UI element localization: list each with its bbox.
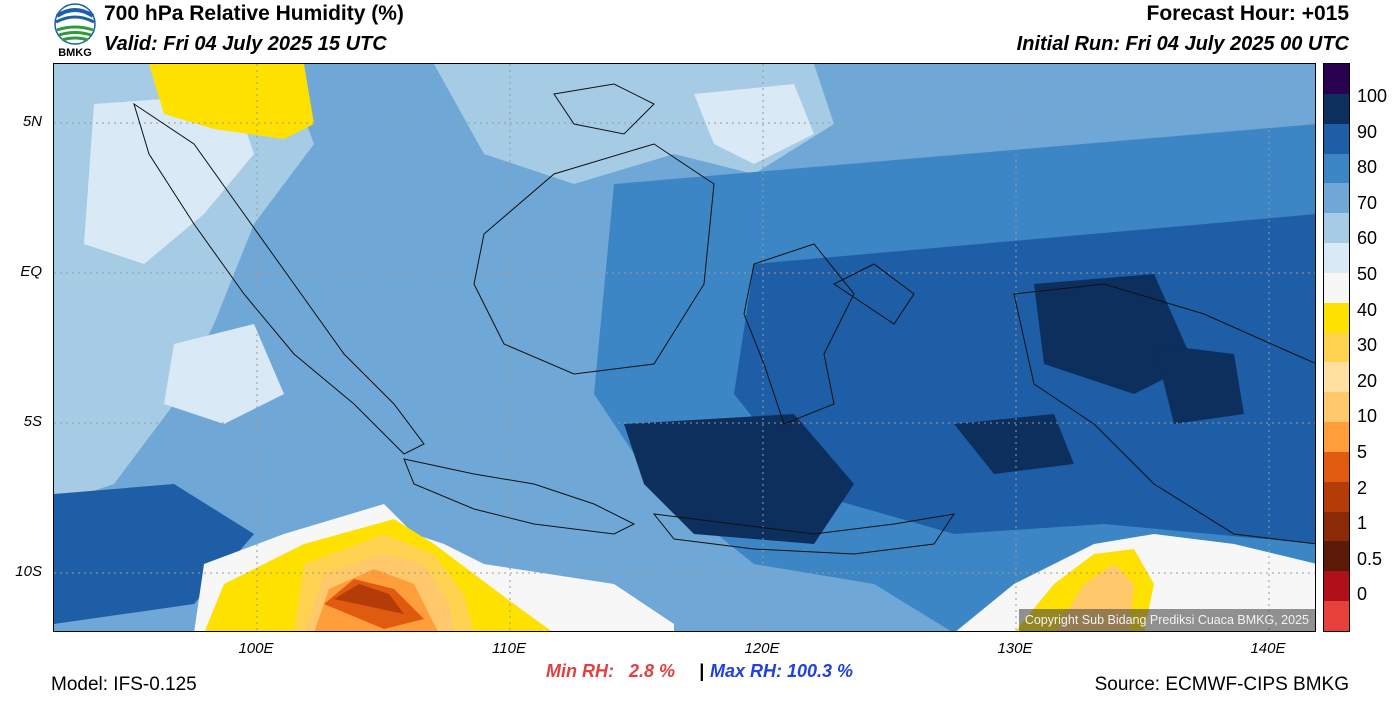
valid-time: Valid: Fri 04 July 2025 15 UTC	[104, 33, 387, 55]
sulawesi-coast	[743, 243, 855, 425]
colorbar-label: 0	[1357, 584, 1368, 605]
lon-tick-110e: 110E	[492, 640, 526, 657]
lon-tick-120e: 120E	[744, 640, 780, 657]
source-label: Source: ECMWF-CIPS BMKG	[1094, 674, 1349, 695]
nusa-tenggara-coast	[652, 513, 956, 555]
lat-tick-10s: 10S	[15, 563, 42, 580]
philippines-coast	[553, 83, 655, 135]
colorbar-label: 90	[1357, 121, 1378, 142]
colorbar-segment	[1324, 362, 1349, 393]
colorbar-segment	[1324, 213, 1349, 244]
bmkg-logo-icon	[54, 3, 96, 45]
colorbar-segment	[1324, 302, 1349, 334]
colorbar-segment	[1324, 422, 1349, 453]
humidity-map: Copyright Sub Bidang Prediksi Cuaca BMKG…	[53, 63, 1316, 632]
colorbar-segment	[1324, 64, 1349, 95]
colorbar-label: 50	[1357, 264, 1378, 284]
colorbar-segment	[1324, 392, 1349, 423]
colorbar-label: 100	[1357, 86, 1388, 106]
colorbar-segment	[1324, 511, 1349, 542]
min-rh: Min RH: 2.8 %	[546, 661, 676, 681]
colorbar-segment	[1324, 272, 1349, 304]
colorbar-label: 0.5	[1357, 548, 1383, 569]
colorbar-segment	[1324, 451, 1349, 483]
colorbar-label: 10	[1357, 406, 1378, 427]
forecast-hour: Forecast Hour: +015	[1146, 2, 1350, 25]
lat-tick-5n: 5N	[22, 113, 42, 130]
colorbar-segment	[1324, 332, 1349, 363]
colorbar-label: 2	[1357, 477, 1368, 498]
max-rh: Max RH: 100.3 %	[710, 661, 854, 681]
initial-run: Initial Run: Fri 04 July 2025 00 UTC	[1016, 33, 1349, 55]
colorbar-label: 5	[1357, 442, 1368, 462]
lon-tick-100e: 100E	[238, 640, 274, 657]
colorbar-label: 30	[1357, 335, 1378, 356]
model-label: Model: IFS-0.125	[51, 674, 197, 695]
lat-tick-eq: EQ	[20, 263, 42, 280]
stats-separator: |	[699, 661, 705, 681]
colorbar-segment	[1324, 183, 1349, 214]
java-coast	[403, 458, 636, 535]
colorbar-segment	[1324, 541, 1349, 572]
colorbar-segment	[1324, 93, 1349, 125]
colorbar-segment	[1324, 481, 1349, 513]
borneo-coast	[473, 143, 715, 375]
map-title: 700 hPa Relative Humidity (%)	[104, 2, 404, 25]
colorbar-segment	[1324, 571, 1349, 602]
lon-tick-130e: 130E	[997, 640, 1033, 657]
colorbar-segment	[1324, 153, 1349, 184]
maluku-coast	[833, 263, 915, 325]
colorbar-label: 80	[1357, 157, 1378, 178]
sumatra-coast	[133, 102, 425, 455]
logo-text: BMKG	[58, 47, 92, 59]
lat-tick-5s: 5S	[23, 413, 42, 430]
new-guinea-coast	[1013, 283, 1315, 545]
colorbar-segment	[1324, 243, 1349, 274]
colorbar-label: 60	[1357, 228, 1378, 249]
colorbar-label: 70	[1357, 192, 1378, 213]
bmkg-logo: BMKG	[51, 2, 99, 62]
colorbar-label: 1	[1357, 513, 1368, 534]
colorbar-label: 40	[1357, 299, 1378, 320]
colorbar	[1323, 63, 1350, 632]
lon-tick-140e: 140E	[1250, 640, 1286, 657]
colorbar-label: 20	[1357, 370, 1378, 391]
colorbar-segment	[1324, 601, 1349, 632]
copyright-notice: Copyright Sub Bidang Prediksi Cuaca BMKG…	[1018, 609, 1315, 631]
colorbar-segment	[1324, 123, 1349, 154]
humidity-field	[54, 64, 1315, 631]
